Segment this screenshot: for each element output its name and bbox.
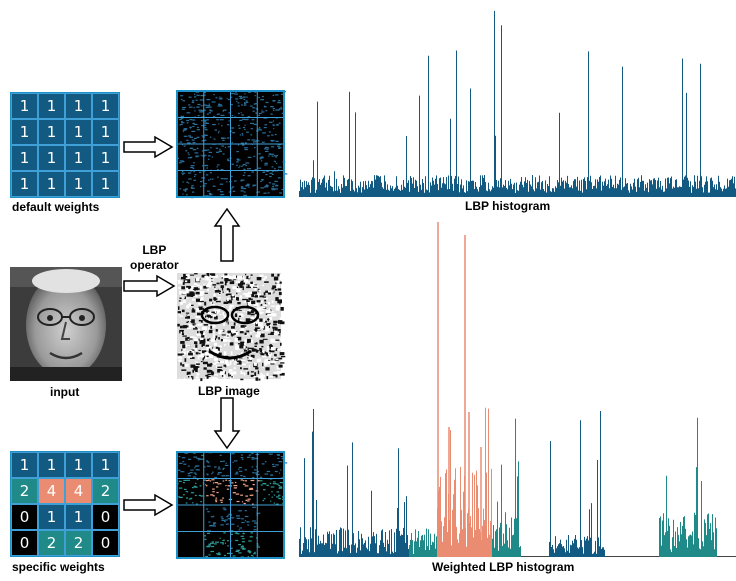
weight-cell: 1 bbox=[38, 452, 65, 478]
weight-cell: 1 bbox=[92, 93, 119, 119]
lbp-image-label: LBP image bbox=[198, 384, 260, 398]
weight-cell: 2 bbox=[92, 478, 119, 504]
weight-cell: 1 bbox=[65, 452, 92, 478]
weight-cell: 1 bbox=[38, 93, 65, 119]
weight-cell: 1 bbox=[11, 145, 38, 171]
lbp-image-weighted-grid bbox=[176, 451, 288, 559]
weight-cell: 1 bbox=[11, 93, 38, 119]
arrow-right-middle-icon bbox=[123, 274, 176, 298]
weight-cell: 2 bbox=[65, 530, 92, 556]
weight-cell: 1 bbox=[65, 119, 92, 145]
lbp-image-default-grid bbox=[176, 90, 288, 199]
specific-weights-label: specific weights bbox=[12, 560, 105, 574]
weighted-lbp-histogram bbox=[299, 222, 736, 557]
weight-cell: 1 bbox=[65, 145, 92, 171]
weight-cell: 0 bbox=[92, 504, 119, 530]
weight-cell: 1 bbox=[38, 145, 65, 171]
weight-cell: 2 bbox=[11, 478, 38, 504]
arrow-right-bottom-icon bbox=[123, 493, 174, 517]
weight-cell: 1 bbox=[38, 171, 65, 197]
weight-cell: 1 bbox=[11, 452, 38, 478]
weight-cell: 1 bbox=[92, 145, 119, 171]
weight-cell: 1 bbox=[38, 504, 65, 530]
lbp-histogram bbox=[299, 10, 736, 197]
weight-cell: 2 bbox=[38, 530, 65, 556]
weighted-lbp-histogram-label: Weighted LBP histogram bbox=[432, 560, 575, 574]
lbp-texture-image-icon bbox=[177, 273, 286, 383]
weight-cell: 4 bbox=[38, 478, 65, 504]
weight-cell: 1 bbox=[38, 119, 65, 145]
weight-cell: 1 bbox=[65, 504, 92, 530]
weight-cell: 1 bbox=[92, 171, 119, 197]
arrow-down-icon bbox=[213, 397, 241, 450]
weight-cell: 0 bbox=[11, 530, 38, 556]
weight-cell: 1 bbox=[65, 171, 92, 197]
weight-cell: 1 bbox=[65, 93, 92, 119]
default-weights-label: default weights bbox=[12, 200, 100, 214]
weight-cell: 0 bbox=[11, 504, 38, 530]
weight-cell: 4 bbox=[65, 478, 92, 504]
face-photo-icon bbox=[10, 267, 122, 381]
weight-cell: 1 bbox=[92, 119, 119, 145]
weight-cell: 1 bbox=[92, 452, 119, 478]
weight-cell: 1 bbox=[11, 171, 38, 197]
weight-cell: 1 bbox=[11, 119, 38, 145]
lbp-operator-label: LBP operator bbox=[130, 243, 179, 272]
weight-cell: 0 bbox=[92, 530, 119, 556]
arrow-right-top-icon bbox=[123, 135, 174, 159]
lbp-histogram-label: LBP histogram bbox=[465, 199, 551, 213]
arrow-up-icon bbox=[213, 207, 241, 262]
input-label: input bbox=[50, 385, 80, 399]
